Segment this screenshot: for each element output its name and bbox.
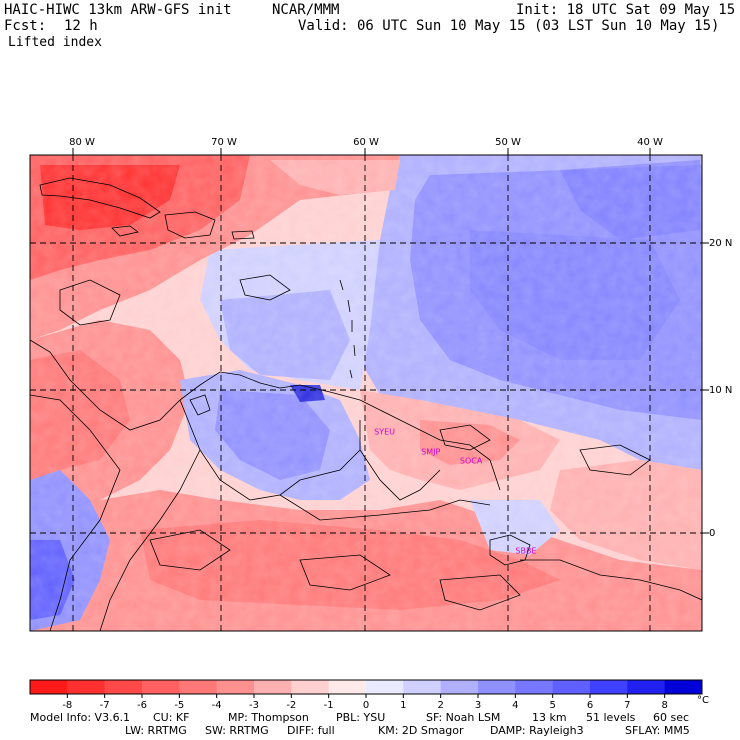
colorbar-tick-label: -3 [249,700,259,711]
fcst-label: Fcst: [4,18,47,34]
km-scheme: KM: 2D Smagor [378,724,464,737]
levels: 51 levels [586,711,636,724]
colorbar-swatch [403,680,442,694]
init-time: Init: 18 UTC Sat 09 May 15 [516,2,736,18]
colorbar-tick-label: -2 [286,700,296,711]
station-label: SYEU [374,427,395,436]
timestep: 60 sec [653,711,690,724]
colorbar-tick-label: -4 [212,700,222,711]
cu-scheme: CU: KF [153,711,190,724]
model-title: HAIC-HIWC 13km ARW-GFS init [4,2,232,18]
colorbar-tick-label: 7 [624,700,630,711]
colorbar-tick-label: -5 [174,700,184,711]
model-version: Model Info: V3.6.1 [30,711,131,724]
sf-scheme: SF: Noah LSM [426,711,501,724]
lon-label-80w: 80 W [69,137,95,148]
station-label: SOCA [460,456,483,465]
colorbar-swatch [254,680,292,694]
mp-scheme: MP: Thompson [228,711,309,724]
colorbar-swatch [142,680,180,694]
sflay-scheme: SFLAY: MM5 [625,724,690,737]
colorbar-tick-label: 3 [475,700,481,711]
lat-label-20n: 20 N [709,238,732,249]
station-label: SMJP [421,448,440,457]
colorbar-swatch [67,680,106,694]
colorbar-swatch [552,680,591,694]
colorbar-swatch [590,680,628,694]
lw-scheme: LW: RRTMG [125,724,187,737]
colorbar-swatch [440,680,479,694]
lon-label-60w: 60 W [353,137,379,148]
colorbar-unit: °C [697,695,709,706]
fcst-value: 12 h [64,18,98,34]
colorbar-tick-label: 6 [587,700,593,711]
pbl-scheme: PBL: YSU [336,711,386,724]
sw-scheme: SW: RRTMG [205,724,269,737]
map-frame [29,154,703,632]
colorbar-swatch [366,680,404,694]
colorbar-swatch [664,680,703,694]
valid-time: Valid: 06 UTC Sun 10 May 15 (03 LST Sun … [298,18,720,34]
colorbar-swatch [179,680,218,694]
lon-label-70w: 70 W [211,137,237,148]
colorbar-tick-label: 1 [400,700,406,711]
resolution: 13 km [532,711,567,724]
colorbar-tick-label: -7 [100,700,110,711]
lat-label-0: 0 [709,528,715,539]
station-label: SBBE [515,546,536,555]
colorbar-tick-label: 0 [363,700,369,711]
colorbar-tick-label: 4 [512,700,518,711]
field-name: Lifted index [8,35,102,50]
lat-label-10n: 10 N [709,385,732,396]
org-label: NCAR/MMM [272,2,340,18]
colorbar-tick-label: -6 [137,700,147,711]
colorbar-swatch [328,680,367,694]
colorbar: -8 -7 -6 -5 -4 -3 -2 -1 0 1 2 3 4 5 6 7 8 [29,679,703,711]
colorbar-swatch [627,680,666,694]
lon-label-50w: 50 W [495,137,521,148]
lon-label-40w: 40 W [637,137,663,148]
colorbar-tick-label: -1 [324,700,334,711]
colorbar-tick-label: -8 [62,700,72,711]
colorbar-swatch [291,680,330,694]
colorbar-tick-label: 8 [661,700,667,711]
colorbar-swatch [104,680,143,694]
colorbar-swatch [30,680,68,694]
colorbar-swatch [216,680,255,694]
diff-scheme: DIFF: full [287,724,335,737]
damp-scheme: DAMP: Rayleigh3 [490,724,584,737]
colorbar-swatch [478,680,516,694]
colorbar-tick-label: 2 [437,700,443,711]
colorbar-swatch [515,680,554,694]
colorbar-tick-label: 5 [549,700,555,711]
lat-lon-grid [30,155,702,631]
